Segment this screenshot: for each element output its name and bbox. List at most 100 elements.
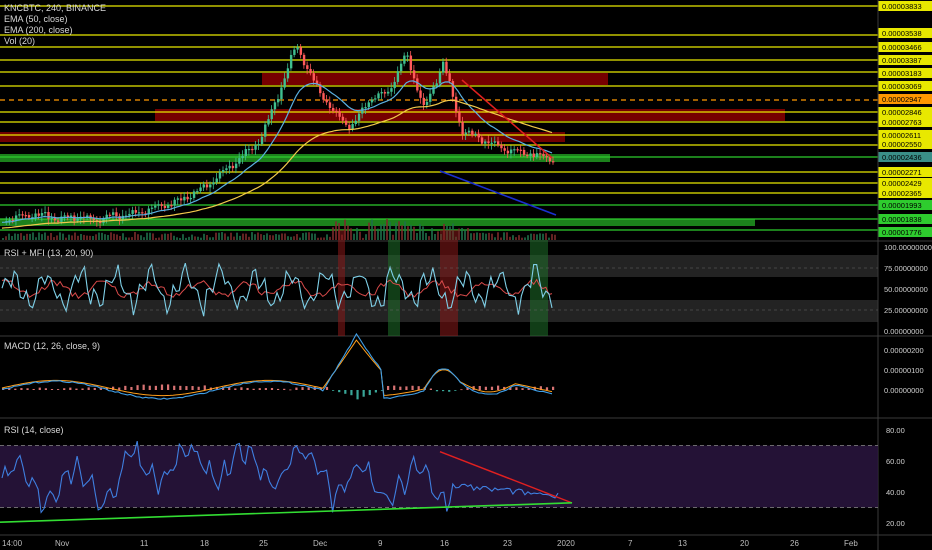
price-candle [11, 219, 15, 222]
volume-legend[interactable]: Vol (20) [4, 36, 36, 46]
x-axis-label: 9 [378, 539, 383, 548]
macd-histogram-bar [533, 386, 536, 390]
volume-bar [479, 233, 481, 240]
volume-bar [494, 237, 496, 240]
macd-histogram-bar [387, 385, 390, 390]
price-candle [173, 199, 176, 206]
macd-histogram-bar [142, 384, 145, 390]
price-candle [332, 107, 335, 111]
price-candle [409, 55, 413, 71]
volume-bar [71, 235, 73, 240]
volume-bar [161, 234, 163, 240]
rsi-mfi-legend[interactable]: RSI + MFI (13, 20, 90) [4, 248, 94, 258]
macd-histogram-bar [338, 390, 341, 393]
volume-bar [170, 232, 172, 240]
price-candle [335, 110, 338, 113]
price-candle [154, 205, 157, 208]
overbought-band [0, 255, 878, 277]
volume-bar [128, 237, 130, 240]
macd-histogram-bar [460, 389, 463, 391]
price-candle [325, 99, 328, 103]
volume-bar [542, 233, 544, 240]
volume-bar [11, 236, 13, 240]
volume-bar [221, 232, 223, 240]
price-axis-label: 0.00003183 [882, 69, 922, 78]
volume-bar [254, 234, 256, 240]
volume-bar [404, 221, 406, 240]
volume-bar [425, 232, 427, 240]
macd-histogram-bar [57, 389, 60, 390]
price-candle [500, 145, 503, 149]
volume-bar [554, 234, 556, 240]
volume-bar [290, 236, 292, 240]
price-axis-tag [878, 130, 932, 140]
volume-bar [23, 235, 25, 240]
macd-histogram-bar [325, 386, 329, 390]
price-candle [438, 72, 442, 84]
price-candle [160, 204, 163, 206]
price-axis-label: 0.00002271 [882, 168, 922, 177]
price-axis-label: 0.00002550 [882, 140, 922, 149]
macd-histogram-bar [173, 385, 176, 390]
price-candle [338, 111, 341, 117]
price-axis-label: 0.00003466 [882, 43, 922, 52]
price-candle [548, 157, 552, 162]
resistance-zone [0, 132, 565, 142]
volume-bar [53, 237, 55, 240]
price-candle [105, 214, 108, 219]
price-candle [8, 219, 11, 222]
price-candle [480, 137, 484, 144]
price-candle [532, 153, 535, 158]
price-axis-label: 0.00002436 [882, 153, 922, 162]
volume-bar [431, 228, 433, 240]
volume-bar [224, 233, 226, 240]
rsi-legend[interactable]: RSI (14, close) [4, 425, 64, 435]
macd-histogram-bar [105, 387, 109, 390]
volume-bar [89, 235, 91, 240]
volume-bar [536, 234, 538, 240]
macd-histogram-bar [87, 387, 90, 390]
macd-histogram-bar [203, 385, 206, 390]
price-candle [503, 148, 506, 151]
price-candle [445, 61, 448, 74]
volume-bar [185, 237, 187, 240]
volume-bar [491, 233, 493, 240]
volume-bar [518, 235, 520, 240]
signal-column [530, 240, 548, 336]
volume-bar [152, 233, 154, 240]
volume-bar [500, 237, 502, 240]
volume-bar [179, 237, 181, 240]
volume-bar [35, 237, 37, 240]
volume-bar [278, 234, 280, 240]
volume-bar [59, 232, 61, 240]
volume-bar [188, 236, 190, 240]
volume-bar [47, 235, 49, 240]
price-candle [341, 116, 345, 121]
volume-bar [380, 224, 382, 240]
volume-bar [437, 231, 439, 240]
volume-bar [65, 237, 67, 240]
price-axis-label: 0.00002947 [882, 95, 922, 104]
macd-legend[interactable]: MACD (12, 26, close, 9) [4, 341, 101, 351]
volume-bar [296, 234, 298, 240]
volume-bar [281, 233, 283, 240]
price-axis-tag [878, 139, 932, 149]
price-candle [247, 148, 251, 151]
price-candle [205, 184, 209, 188]
volume-bar [107, 234, 109, 240]
macd-histogram-bar [429, 388, 432, 390]
volume-bar [386, 219, 388, 240]
price-candle [403, 55, 406, 64]
macd-histogram-bar [124, 385, 127, 390]
ema50-legend[interactable]: EMA (50, close) [4, 14, 68, 24]
price-candle [167, 205, 170, 208]
price-axis-label: 0.00003538 [882, 29, 922, 38]
price-candle [458, 112, 461, 122]
price-candle [535, 153, 539, 158]
volume-bar [434, 233, 436, 240]
volume-bar [95, 234, 97, 240]
ema200-legend[interactable]: EMA (200, close) [4, 25, 73, 35]
price-candle [231, 165, 235, 169]
macd-histogram-bar [454, 390, 457, 391]
